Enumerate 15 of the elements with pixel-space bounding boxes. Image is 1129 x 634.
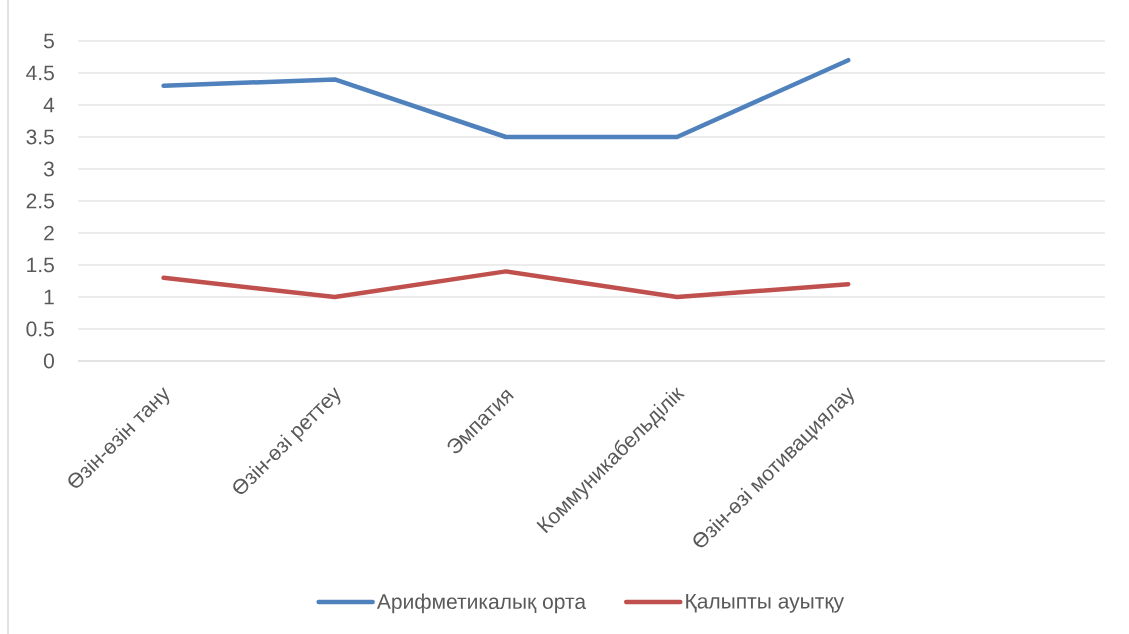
y-tick-label: 0 — [43, 353, 54, 369]
y-tick-label: 3.5 — [26, 129, 54, 145]
line-series — [161, 269, 851, 300]
y-tick-label: 5 — [43, 33, 54, 49]
legend-label: Қалыпты ауытқу — [686, 593, 845, 613]
y-tick-label: 4 — [43, 97, 55, 113]
y-tick-label: 3 — [43, 161, 54, 177]
y-tick-label: 2 — [44, 225, 54, 241]
y-tick-label: 1.5 — [27, 257, 54, 273]
y-tick-label: 2.5 — [26, 193, 54, 209]
y-tick-label: 0.5 — [26, 321, 54, 337]
legend-label: Арифметикалық орта — [376, 593, 587, 614]
line-series — [161, 57, 851, 140]
y-tick-label: 1 — [44, 289, 54, 305]
y-tick-label: 4.5 — [26, 65, 54, 81]
